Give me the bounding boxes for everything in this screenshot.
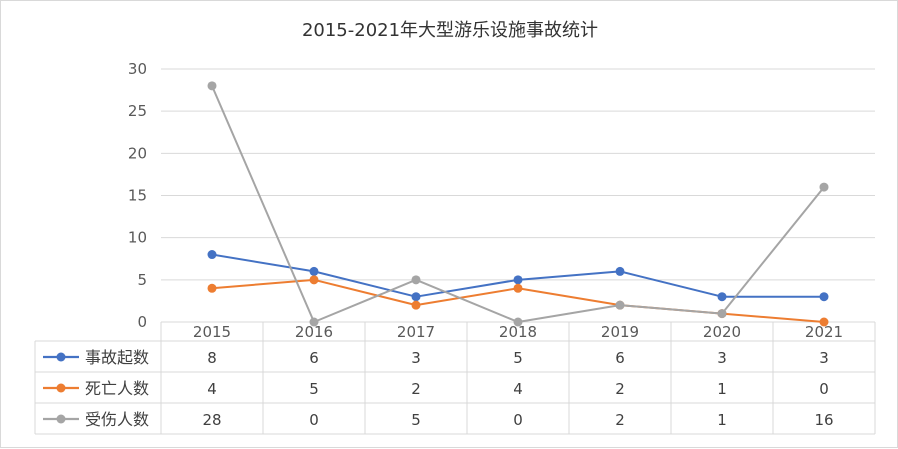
legend-key-marker — [56, 383, 66, 393]
legend-key-marker — [56, 414, 66, 424]
data-point — [411, 300, 421, 310]
y-tick-label: 10 — [128, 229, 147, 247]
legend-label: 死亡人数 — [85, 379, 149, 398]
y-tick-label: 25 — [128, 102, 147, 120]
table-cell-value: 1 — [717, 380, 727, 398]
x-tick-label: 2015 — [193, 323, 231, 341]
legend-label: 事故起数 — [85, 348, 149, 367]
table-cell-value: 3 — [411, 349, 421, 367]
table-cell-value: 28 — [202, 411, 221, 429]
data-point — [717, 309, 727, 319]
data-point — [411, 275, 421, 285]
table-cell-value: 16 — [814, 411, 833, 429]
table-cell-value: 0 — [309, 411, 319, 429]
table-cell-value: 6 — [309, 349, 319, 367]
y-tick-label: 0 — [137, 313, 147, 331]
data-point — [513, 283, 523, 293]
data-point — [819, 292, 829, 302]
data-point — [411, 292, 421, 302]
x-tick-label: 2021 — [805, 323, 843, 341]
table-cell-value: 1 — [717, 411, 727, 429]
x-tick-label: 2017 — [397, 323, 435, 341]
chart-title: 2015-2021年大型游乐设施事故统计 — [302, 20, 598, 41]
table-cell-value: 0 — [819, 380, 829, 398]
y-tick-label: 20 — [128, 144, 147, 162]
series-lines — [207, 81, 829, 327]
data-point — [309, 266, 319, 276]
table-cell-value: 3 — [717, 349, 727, 367]
legend-key-marker — [56, 352, 66, 362]
table-cell-value: 2 — [615, 380, 625, 398]
table-cell-value: 2 — [615, 411, 625, 429]
table-cell-value: 5 — [513, 349, 523, 367]
table-cell-value: 8 — [207, 349, 217, 367]
x-tick-label: 2019 — [601, 323, 639, 341]
x-tick-label: 2018 — [499, 323, 537, 341]
data-point — [207, 283, 217, 293]
table-cell-value: 6 — [615, 349, 625, 367]
x-tick-label: 2016 — [295, 323, 333, 341]
data-point — [819, 317, 829, 327]
y-tick-label: 5 — [137, 271, 147, 289]
legend-label: 受伤人数 — [85, 410, 149, 429]
table-cell-value: 4 — [513, 380, 523, 398]
data-point — [819, 182, 829, 192]
data-point — [207, 250, 217, 260]
data-point — [717, 292, 727, 302]
gridlines — [161, 68, 875, 281]
table-cell-value: 3 — [819, 349, 829, 367]
table-cell-value: 2 — [411, 380, 421, 398]
y-axis-ticks: 0 5 10 15 20 25 30 — [128, 60, 147, 331]
table-cell-value: 0 — [513, 411, 523, 429]
data-point — [207, 81, 217, 91]
data-point — [615, 300, 625, 310]
data-point — [513, 317, 523, 327]
table-cell-value: 5 — [309, 380, 319, 398]
data-point — [309, 275, 319, 285]
data-point — [513, 275, 523, 285]
data-point — [615, 266, 625, 276]
table-cell-value: 5 — [411, 411, 421, 429]
y-tick-label: 15 — [128, 187, 147, 205]
table-cell-value: 4 — [207, 380, 217, 398]
data-point — [309, 317, 319, 327]
x-tick-label: 2020 — [703, 323, 741, 341]
y-tick-label: 30 — [128, 60, 147, 78]
